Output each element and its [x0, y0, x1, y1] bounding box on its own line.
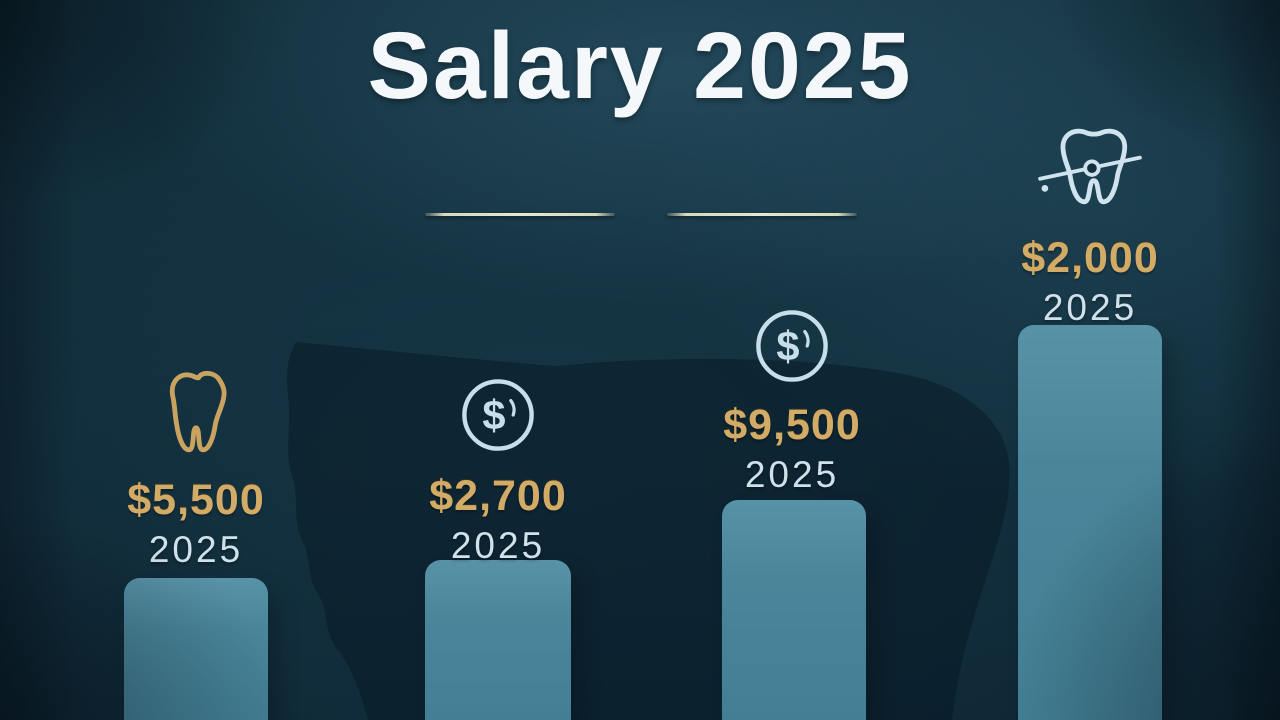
bar-salary-3 [722, 500, 866, 720]
data-group-3: $ $9,500 2025 [682, 303, 902, 496]
salary-year: 2025 [744, 454, 840, 495]
bar-salary-4 [1018, 325, 1162, 720]
svg-text:$: $ [482, 391, 505, 438]
divider-line-right [667, 213, 857, 216]
salary-year: 2025 [1042, 287, 1138, 328]
salary-value: $2,000 [1021, 234, 1159, 282]
salary-value: $5,500 [127, 476, 265, 524]
divider-line-left [425, 213, 615, 216]
dollar-coin-icon: $ [388, 372, 608, 458]
page-title: Salary 2025 [367, 13, 913, 119]
dollar-coin-icon: $ [682, 303, 902, 389]
bar-salary-2 [425, 560, 571, 720]
bar-salary-1 [124, 578, 268, 720]
salary-year: 2025 [450, 525, 546, 566]
tooth-icon [86, 362, 306, 462]
tooth-braces-icon [980, 126, 1200, 220]
data-group-1: $5,500 2025 [86, 362, 306, 571]
salary-value: $9,500 [723, 401, 861, 449]
svg-text:$: $ [776, 322, 799, 369]
salary-value: $2,700 [429, 472, 567, 520]
salary-year: 2025 [148, 529, 244, 570]
data-group-2: $ $2,700 2025 [388, 372, 608, 567]
data-group-4: $2,000 2025 [980, 126, 1200, 329]
